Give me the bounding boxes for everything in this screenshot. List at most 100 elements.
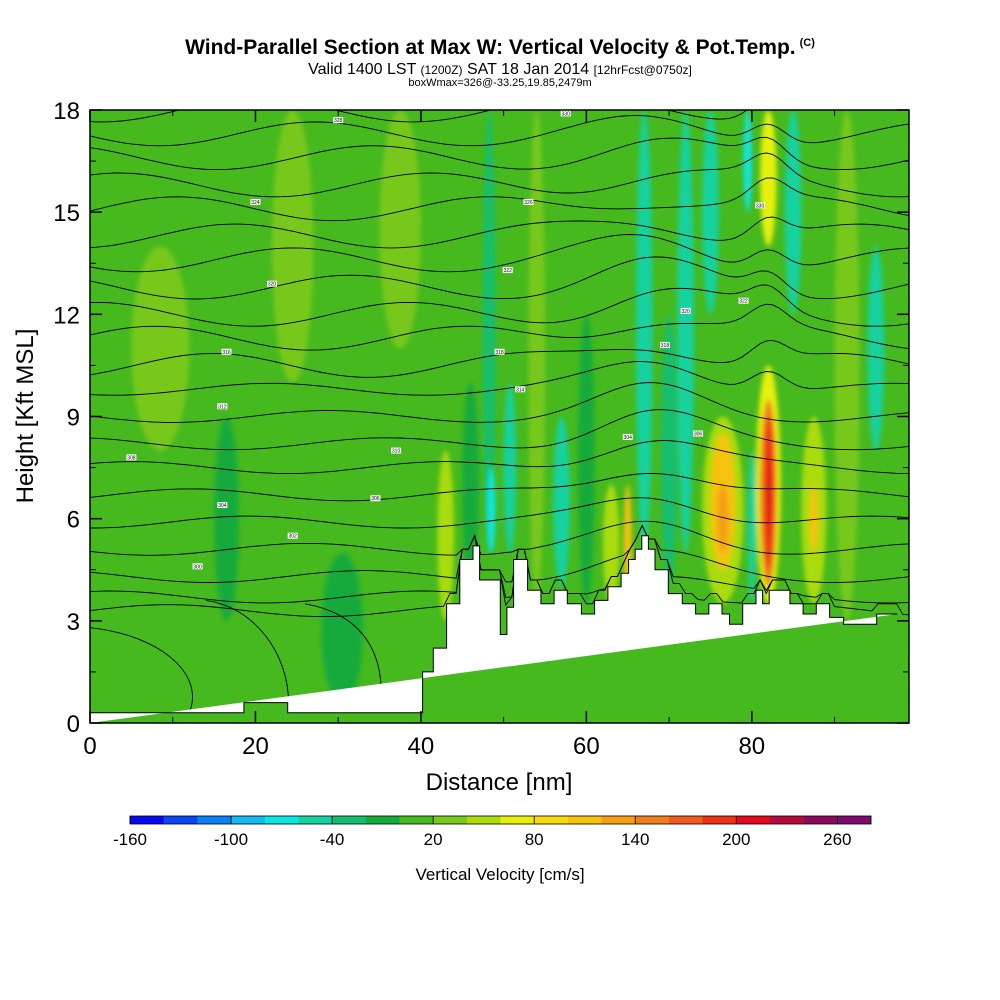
contour-label-bg-0 xyxy=(192,563,203,570)
colorbar-swatch-7 xyxy=(365,816,400,824)
colorbar-swatch-5 xyxy=(298,816,333,824)
velocity-cell-13 xyxy=(578,314,595,604)
contour-label-6: 312 xyxy=(218,404,227,410)
colorbar-swatch-9 xyxy=(433,816,468,824)
contour-label-bg-14 xyxy=(333,117,344,124)
contour-label-18: 318 xyxy=(661,343,670,349)
y-tick-label-2: 6 xyxy=(67,507,80,534)
colorbar-swatch-12 xyxy=(534,816,569,824)
colorbar-swatch-8 xyxy=(399,816,434,824)
contour-label-14: 328 xyxy=(334,118,343,124)
contour-label-bg-1 xyxy=(287,532,298,539)
colorbar-label: Vertical Velocity [cm/s] xyxy=(415,865,584,884)
contour-label-17: 306 xyxy=(694,432,703,438)
colorbar-swatch-18 xyxy=(736,816,771,824)
colorbar-swatch-2 xyxy=(197,816,232,824)
colorbar-swatch-14 xyxy=(601,816,636,824)
contour-label-bg-8 xyxy=(221,348,232,355)
theta-contour-11 xyxy=(90,303,909,351)
colorbar-tick-label-2: -40 xyxy=(320,830,345,849)
y-axis: 0 3 6 9 12 15 18 xyxy=(53,98,909,738)
forecast-info: [12hrFcst@0750z] xyxy=(593,63,692,77)
velocity-cell-9 xyxy=(487,467,496,553)
velocity-cell-27 xyxy=(767,450,771,536)
velocity-cell-16 xyxy=(636,110,653,553)
contour-label-16: 304 xyxy=(624,435,633,441)
velocity-cell-12 xyxy=(553,416,570,587)
contour-label-bg-18 xyxy=(659,341,670,348)
colorbar xyxy=(129,815,872,825)
velocity-cell-22 xyxy=(717,484,729,553)
colorbar-swatch-6 xyxy=(332,816,367,824)
velocity-field xyxy=(106,110,885,706)
colorbar-tick-labels: -160 -100 -40 20 80 140 200 260 xyxy=(113,816,852,849)
theta-contour-9 xyxy=(90,361,909,396)
box-info: boxWmax=326@-33.25,19.85,2479m xyxy=(408,77,592,89)
contour-label-5: 310 xyxy=(392,449,401,455)
contour-label-19: 320 xyxy=(681,309,690,315)
contour-label-bg-4 xyxy=(126,454,137,461)
theta-contour-2 xyxy=(90,524,909,583)
colorbar-tick-label-1: -100 xyxy=(214,830,248,849)
velocity-cell-19 xyxy=(702,110,719,315)
contour-label-bg-10 xyxy=(267,280,277,287)
contour-label-20: 322 xyxy=(739,299,748,305)
chart-title: Wind-Parallel Section at Max W: Vertical… xyxy=(0,36,1000,60)
colorbar-swatch-11 xyxy=(500,816,535,824)
contour-label-bg-2 xyxy=(217,502,228,509)
contour-label-7: 314 xyxy=(516,387,525,393)
contour-label-bg-9 xyxy=(494,348,505,355)
colorbar-swatch-17 xyxy=(702,816,737,824)
theta-contour-low-a xyxy=(90,627,193,713)
y-tick-label-4: 12 xyxy=(53,302,80,329)
contour-label-3: 306 xyxy=(371,496,380,502)
theta-contour-5 xyxy=(90,472,909,502)
theta-contour-low-b xyxy=(205,599,289,703)
velocity-cell-0 xyxy=(106,110,157,247)
theta-contour-19 xyxy=(90,115,909,147)
contour-label-bg-21 xyxy=(755,202,766,209)
valid-date: SAT 18 Jan 2014 xyxy=(467,61,590,78)
colorbar-swatch-4 xyxy=(264,816,299,824)
contour-label-9: 318 xyxy=(495,350,504,356)
contour-label-11: 322 xyxy=(504,268,513,274)
x-tick-label-3: 60 xyxy=(573,733,600,760)
y-tick-label-3: 9 xyxy=(67,405,80,432)
x-axis-label: Distance [nm] xyxy=(426,769,573,796)
contour-label-bg-20 xyxy=(738,297,749,304)
colorbar-swatch-21 xyxy=(837,816,872,824)
contour-label-8: 316 xyxy=(222,350,231,356)
velocity-cell-4 xyxy=(321,552,363,706)
y-tick-label-6: 18 xyxy=(53,98,80,125)
theta-contour-17 xyxy=(90,152,909,198)
velocity-cell-32 xyxy=(809,484,818,553)
contour-label-bg-13 xyxy=(523,198,534,205)
velocity-cell-6 xyxy=(437,450,454,621)
colorbar-tick-label-5: 140 xyxy=(621,830,649,849)
velocity-cell-5 xyxy=(379,110,421,349)
x-tick-label-0: 0 xyxy=(83,733,96,760)
velocity-cell-18 xyxy=(677,110,694,553)
colorbar-swatch-10 xyxy=(466,816,501,824)
theta-contour-6 xyxy=(90,440,909,474)
y-tick-label-5: 15 xyxy=(53,200,80,227)
colorbar-tick-label-6: 200 xyxy=(722,830,750,849)
velocity-cell-8 xyxy=(482,110,496,553)
velocity-cell-3 xyxy=(272,110,314,383)
colorbar-swatch-0 xyxy=(130,816,164,824)
x-tick-label-4: 80 xyxy=(738,733,765,760)
contour-label-21: 330 xyxy=(756,203,765,209)
terrain xyxy=(89,535,898,723)
x-tick-label-1: 20 xyxy=(242,733,269,760)
colorbar-tick-label-3: 20 xyxy=(424,830,443,849)
contour-label-bg-19 xyxy=(680,307,691,314)
theta-contour-16 xyxy=(90,177,909,222)
chart-subtitle: Valid 1400 LST (1200Z) SAT 18 Jan 2014 [… xyxy=(0,61,1000,79)
velocity-cell-10 xyxy=(503,382,517,553)
theta-contour-7 xyxy=(90,409,909,451)
contour-label-bg-12 xyxy=(250,198,261,205)
contour-label-bg-6 xyxy=(217,403,228,410)
contour-label-0: 300 xyxy=(193,564,202,570)
contour-label-bg-3 xyxy=(370,495,381,502)
theta-contour-8 xyxy=(90,382,909,423)
